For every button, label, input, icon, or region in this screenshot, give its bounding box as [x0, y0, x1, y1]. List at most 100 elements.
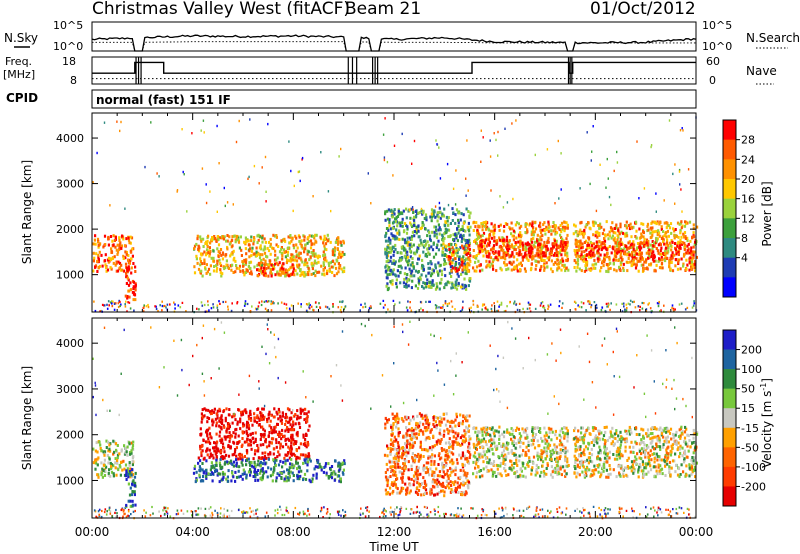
echo-cell [370, 202, 372, 205]
echo-cell [661, 258, 664, 262]
echo-cell [513, 266, 516, 270]
echo-cell [232, 249, 235, 253]
echo-cell [438, 201, 441, 205]
echo-cell [256, 241, 259, 245]
echo-cell [395, 236, 398, 240]
echo-cell [404, 266, 407, 270]
echo-cell [164, 506, 167, 509]
echo-cell [408, 259, 411, 263]
echo-cell [417, 224, 420, 228]
echo-cell [579, 510, 581, 513]
echo-cell [131, 468, 134, 472]
echo-cell [459, 246, 462, 250]
echo-cell [256, 420, 259, 424]
echo-cell [536, 239, 539, 243]
echo-cell [126, 472, 129, 476]
echo-cell [337, 256, 340, 260]
echo-cell [531, 220, 534, 224]
echo-cell [399, 271, 402, 275]
echo-cell [322, 264, 325, 267]
echo-cell [290, 445, 293, 449]
echo-cell [297, 456, 300, 460]
echo-cell [274, 514, 276, 517]
echo-cell [283, 302, 286, 305]
echo-cell [195, 477, 198, 481]
echo-cell [585, 309, 587, 312]
echo-cell [265, 511, 268, 514]
echo-cell [691, 235, 694, 239]
echo-cell [342, 509, 344, 512]
echo-cell [273, 428, 276, 432]
echo-cell [487, 238, 490, 242]
echo-cell [579, 187, 581, 190]
echo-cell [225, 263, 228, 267]
echo-cell [399, 508, 401, 511]
echo-cell [517, 245, 520, 249]
echo-cell [288, 456, 291, 460]
echo-cell [116, 453, 120, 457]
echo-cell [288, 447, 291, 451]
echo-cell [472, 266, 475, 270]
echo-cell [211, 511, 213, 514]
echo-cell [226, 462, 230, 466]
echo-cell [288, 259, 291, 263]
echo-cell [414, 210, 417, 213]
echo-cell [520, 514, 523, 517]
echo-cell [537, 253, 540, 257]
echo-cell [92, 242, 95, 246]
echo-cell [444, 274, 447, 278]
echo-cell [598, 226, 601, 230]
echo-cell [270, 467, 273, 471]
echo-cell [243, 440, 246, 444]
echo-cell [669, 510, 672, 513]
echo-cell [292, 420, 295, 424]
echo-cell [360, 303, 362, 306]
echo-cell [407, 300, 409, 303]
echo-cell [640, 246, 643, 250]
echo-cell [650, 249, 653, 253]
echo-cell [551, 225, 554, 229]
echo-cell [323, 272, 326, 276]
echo-cell [391, 261, 394, 265]
echo-cell [255, 308, 258, 311]
echo-cell [565, 266, 568, 270]
echo-cell [684, 237, 687, 240]
echo-cell [119, 465, 122, 469]
echo-cell [524, 231, 527, 234]
echo-cell [118, 266, 122, 270]
echo-cell [405, 231, 409, 235]
echo-cell [519, 242, 522, 246]
echo-cell [501, 255, 504, 259]
echo-cell [289, 310, 292, 313]
echo-cell [588, 226, 591, 230]
echo-cell [446, 219, 449, 223]
echo-cell [608, 234, 611, 238]
echo-cell [663, 252, 666, 256]
echo-cell [216, 259, 219, 263]
echo-cell [332, 305, 334, 308]
echo-cell [607, 237, 610, 241]
echo-cell [450, 286, 453, 290]
echo-cell [306, 303, 309, 306]
echo-cell [96, 270, 99, 273]
echo-cell [286, 250, 290, 254]
echo-cell [162, 509, 164, 512]
echo-cell [399, 258, 402, 262]
echo-cell [132, 503, 135, 507]
echo-cell [543, 254, 546, 258]
echo-cell [283, 513, 286, 517]
echo-cell [518, 509, 521, 512]
echo-cell [505, 245, 508, 249]
echo-cell [237, 457, 240, 461]
echo-cell [132, 510, 135, 513]
echo-cell [436, 243, 439, 247]
echo-cell [680, 507, 683, 510]
echo-cell [276, 422, 279, 426]
echo-cell [127, 514, 129, 517]
echo-cell [472, 255, 475, 259]
echo-cell [555, 243, 558, 247]
echo-cell [239, 452, 242, 456]
echo-cell [115, 269, 118, 273]
noise-left-tick-top: 10^5 [53, 19, 83, 32]
echo-cell [126, 467, 129, 471]
